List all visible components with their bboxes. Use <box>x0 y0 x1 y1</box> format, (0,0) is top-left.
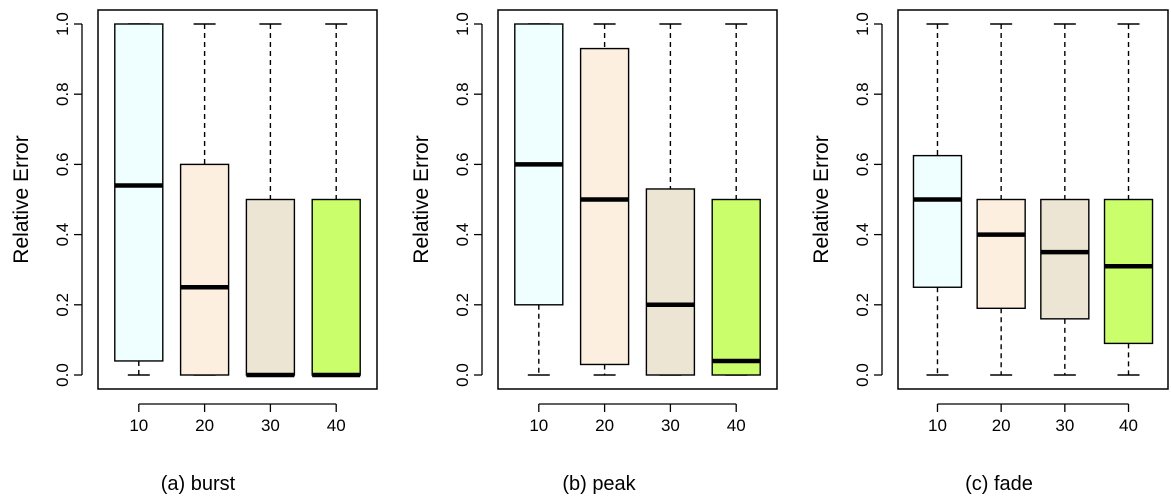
x-tick-label: 20 <box>992 416 1011 435</box>
y-tick-label: 0.4 <box>853 223 872 247</box>
box-iqr <box>645 188 696 376</box>
box-iqr <box>114 23 164 362</box>
x-tick-label: 10 <box>129 416 148 435</box>
caption-fade: (c) fade <box>965 473 1033 495</box>
box-10 <box>912 23 963 376</box>
y-tick-label: 0.6 <box>853 153 872 177</box>
y-tick-label: 0.8 <box>53 82 72 106</box>
box-iqr <box>245 198 296 376</box>
box-10 <box>114 23 164 376</box>
box-iqr <box>579 47 630 366</box>
y-tick-label: 1.0 <box>853 12 872 36</box>
y-tick-label: 1.0 <box>453 12 472 36</box>
box-iqr <box>179 163 230 376</box>
y-tick-label: 0.0 <box>453 363 472 387</box>
y-tick-label: 0.0 <box>53 363 72 387</box>
x-tick-label: 40 <box>1119 416 1138 435</box>
box-20 <box>579 23 630 376</box>
y-tick-label: 0.4 <box>453 223 472 247</box>
caption-burst: (a) burst <box>160 473 236 495</box>
boxplot-figure: 0.0 0.2 0.4 0.6 0.8 1.0 Relative Error 10 20 30 40… <box>10 9 1169 435</box>
y-tick-label: 1.0 <box>53 12 72 36</box>
x-tick-label: 40 <box>727 416 746 435</box>
y-axis-label: Relative Error <box>410 135 433 263</box>
plot-frame <box>897 9 1169 390</box>
box-10 <box>514 23 564 376</box>
y-tick-label: 0.2 <box>853 293 872 317</box>
panel-2: 0.0 0.2 0.4 0.6 0.8 1.0 Relative Error 10 20 30 40 <box>810 9 1169 435</box>
plot-frame <box>497 9 778 390</box>
box-iqr <box>1103 198 1154 345</box>
x-tick-label: 10 <box>928 416 947 435</box>
x-tick-label: 20 <box>195 416 214 435</box>
y-tick-label: 0.8 <box>453 82 472 106</box>
box-iqr <box>912 154 963 288</box>
y-tick-label: 0.6 <box>453 153 472 177</box>
box-iqr <box>711 198 761 376</box>
box-30 <box>1040 23 1090 376</box>
y-tick-label: 0.0 <box>853 363 872 387</box>
box-20 <box>179 23 230 376</box>
x-tick-label: 10 <box>529 416 548 435</box>
y-tick-label: 0.4 <box>53 223 72 247</box>
y-tick-label: 0.8 <box>853 82 872 106</box>
panel-0: 0.0 0.2 0.4 0.6 0.8 1.0 Relative Error 10 20 30 40 <box>10 9 378 435</box>
box-30 <box>245 23 296 378</box>
caption-peak: (b) peak <box>562 473 636 495</box>
box-20 <box>976 23 1026 376</box>
box-40 <box>711 23 761 376</box>
x-tick-label: 30 <box>261 416 280 435</box>
y-tick-label: 0.2 <box>53 293 72 317</box>
y-axis-label: Relative Error <box>10 135 33 263</box>
box-iqr <box>1040 198 1090 320</box>
y-tick-label: 0.6 <box>53 153 72 177</box>
y-tick-label: 0.2 <box>453 293 472 317</box>
box-40 <box>1103 23 1154 376</box>
box-40 <box>311 23 361 378</box>
box-30 <box>645 23 696 376</box>
panel-1: 0.0 0.2 0.4 0.6 0.8 1.0 Relative Error 10 20 30 40 <box>410 9 778 435</box>
x-tick-label: 40 <box>327 416 346 435</box>
x-tick-label: 20 <box>595 416 614 435</box>
box-iqr <box>976 198 1026 310</box>
plot-frame <box>97 9 378 390</box>
box-iqr <box>311 198 361 376</box>
x-tick-label: 30 <box>661 416 680 435</box>
y-axis-label: Relative Error <box>810 135 833 263</box>
x-tick-label: 30 <box>1055 416 1074 435</box>
